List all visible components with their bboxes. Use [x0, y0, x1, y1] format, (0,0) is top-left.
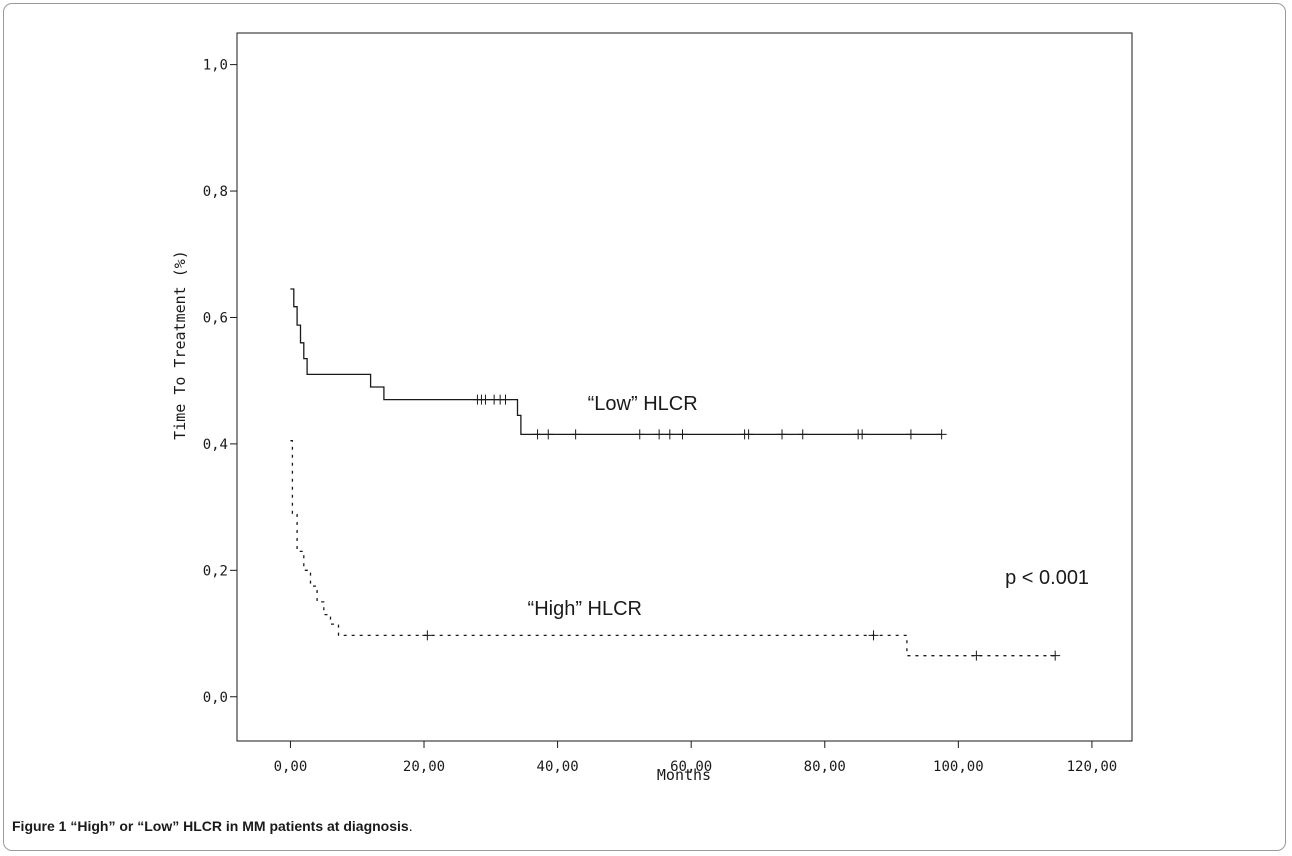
y-tick-label: 0,4	[203, 437, 228, 453]
caption-period: .	[408, 818, 413, 834]
y-tick-label: 0,6	[203, 310, 228, 326]
censor-mark	[634, 429, 645, 440]
x-axis-label: Months	[657, 766, 711, 784]
y-tick-label: 1,0	[203, 58, 228, 74]
annotation-layer: “Low” HLCR “High” HLCR p < 0.001	[528, 393, 1090, 620]
annotation-label: p < 0.001	[1005, 567, 1089, 589]
censor-mark	[480, 394, 491, 405]
x-tick-label: 120,00	[1067, 759, 1118, 775]
series-line-1	[290, 440, 1056, 657]
censor-mark	[500, 394, 511, 405]
annotation-label: “High” HLCR	[528, 598, 642, 620]
censor-mark	[1050, 650, 1061, 661]
censor-mark	[532, 429, 543, 440]
censor-mark	[543, 429, 554, 440]
y-tick-label: 0,0	[203, 690, 228, 706]
y-axis-ticks: 0,0 0,2 0,4 0,6 0,8 1,0	[203, 58, 237, 706]
y-axis-label: Time To Treatment (%)	[171, 250, 189, 440]
censor-mark	[797, 429, 808, 440]
censor-mark	[677, 429, 688, 440]
censor-mark	[777, 429, 788, 440]
plot-area	[236, 32, 1133, 742]
censor-mark	[664, 429, 675, 440]
x-tick-label: 60,00	[670, 759, 712, 775]
x-axis-ticks: 0,00 20,00 40,00 60,00 80,00 100,00 120,00	[274, 741, 1118, 775]
figure-caption: Figure 1 “High” or “Low” HLCR in MM pati…	[12, 818, 413, 834]
censor-mark	[743, 429, 754, 440]
x-tick-label: 80,00	[804, 759, 846, 775]
censor-mark	[971, 650, 982, 661]
censor-mark	[570, 429, 581, 440]
y-tick-label: 0,2	[203, 563, 228, 579]
caption-label: Figure 1	[12, 818, 67, 834]
censor-mark	[857, 429, 868, 440]
x-tick-label: 40,00	[537, 759, 579, 775]
censor-mark	[905, 429, 916, 440]
x-tick-label: 0,00	[274, 759, 308, 775]
series-layer	[290, 288, 1061, 661]
censor-mark	[654, 429, 665, 440]
y-tick-label: 0,8	[203, 184, 228, 200]
caption-title: “High” or “Low” HLCR in MM patients at d…	[70, 818, 409, 834]
annotation-label: “Low” HLCR	[588, 393, 698, 415]
series-line-0	[290, 288, 942, 436]
figure-frame	[3, 3, 1286, 851]
censor-mark	[868, 630, 879, 641]
x-tick-label: 100,00	[933, 759, 984, 775]
censor-mark	[422, 630, 433, 641]
x-tick-label: 20,00	[403, 759, 445, 775]
censor-mark	[936, 429, 947, 440]
